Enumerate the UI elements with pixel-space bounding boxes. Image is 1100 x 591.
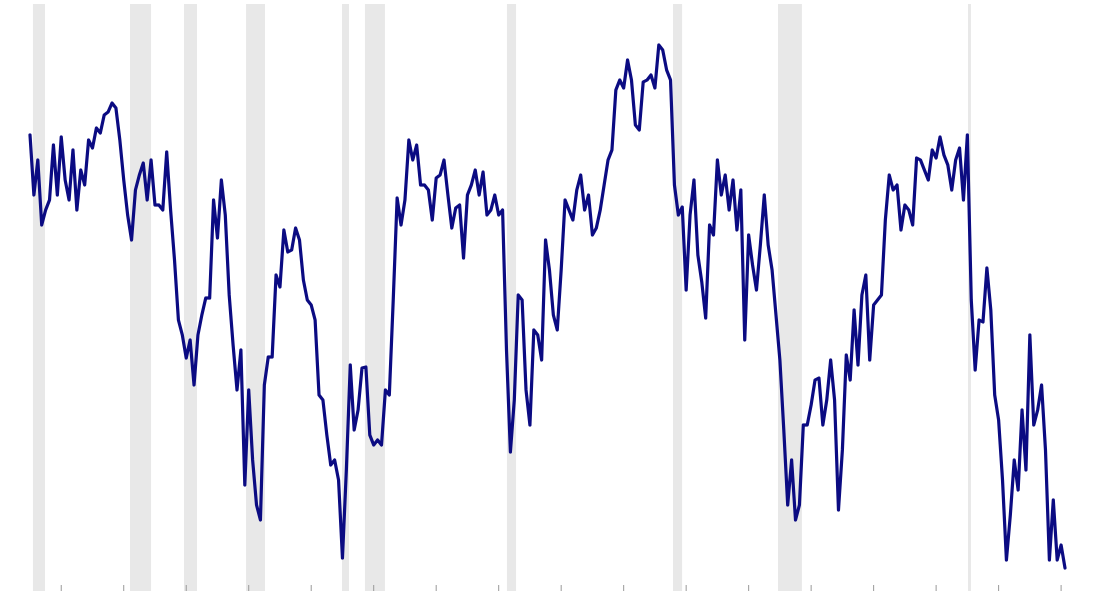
shaded-period (506, 4, 517, 591)
line (28, 43, 1067, 570)
shaded-period (673, 4, 683, 591)
x-ticks (60, 585, 1062, 591)
shaded-period (129, 4, 152, 591)
shaded-periods (32, 4, 971, 591)
shaded-period (341, 4, 350, 591)
shaded-period (967, 4, 971, 591)
shaded-period (364, 4, 385, 591)
lines (28, 43, 1067, 570)
shaded-period (32, 4, 45, 591)
shaded-period (184, 4, 198, 591)
